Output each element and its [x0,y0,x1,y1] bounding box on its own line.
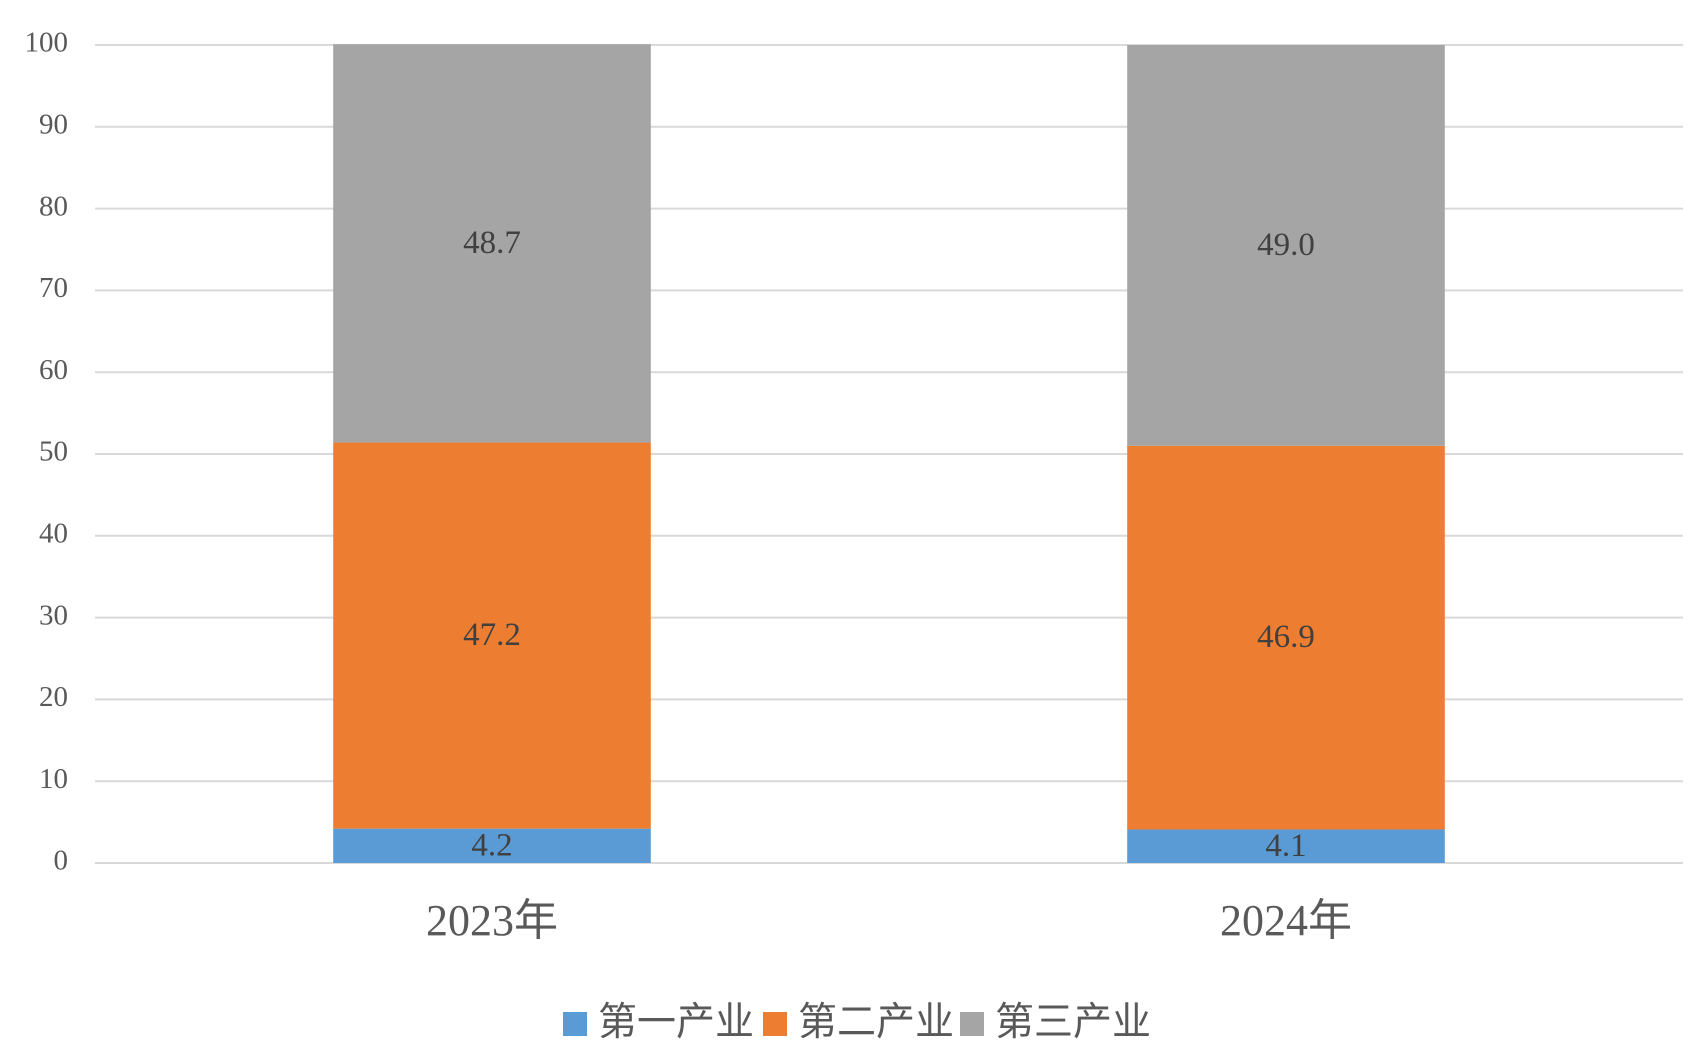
bar-segment [333,44,651,443]
data-label: 47.2 [463,617,521,653]
legend-label: 第三产业 [995,1001,1151,1044]
data-label: 4.1 [1265,828,1306,864]
bar-segment [1127,45,1445,446]
data-label: 49.0 [1257,227,1315,263]
data-label: 46.9 [1257,619,1315,655]
legend-label: 第一产业 [598,1001,754,1044]
y-tick-label: 30 [39,599,68,631]
y-tick-label: 20 [39,681,68,713]
legend-label: 第二产业 [798,1001,954,1044]
y-tick-label: 0 [54,845,69,877]
y-tick-label: 40 [39,517,68,549]
bar-segment [333,442,651,829]
x-tick-label: 2023年 [426,896,558,945]
y-tick-label: 70 [39,272,68,304]
legend-swatch [960,1012,984,1036]
y-tick-label: 50 [39,436,68,468]
y-tick-label: 100 [25,27,69,59]
y-tick-label: 90 [39,108,68,140]
bar-segment [1127,445,1445,830]
bar-segment [1127,829,1445,863]
y-tick-label: 80 [39,190,68,222]
x-tick-label: 2024年 [1220,896,1352,945]
legend-swatch [763,1012,787,1036]
data-label: 4.2 [471,827,512,863]
data-label: 48.7 [463,225,521,261]
legend-swatch [563,1012,587,1036]
bar-segment [333,828,651,863]
y-tick-label: 60 [39,354,68,386]
y-tick-label: 10 [39,763,68,795]
